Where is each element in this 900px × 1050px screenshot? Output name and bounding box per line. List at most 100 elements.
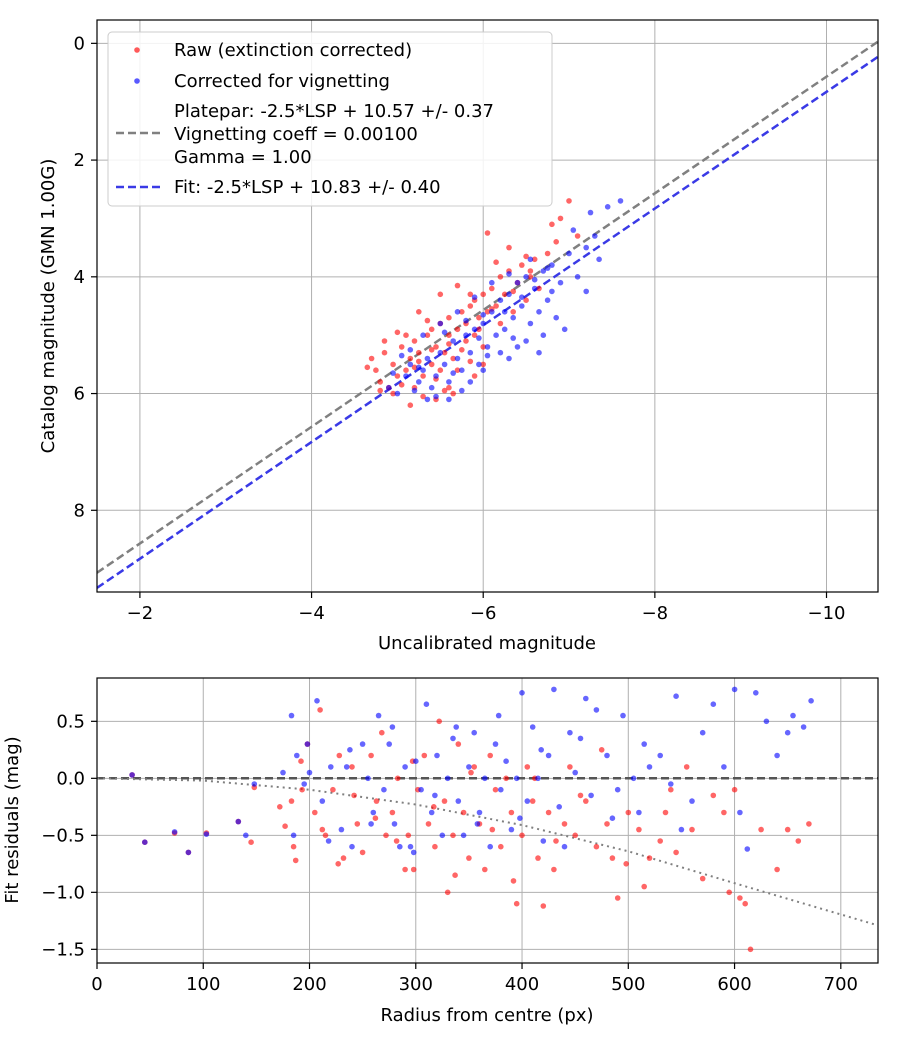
- top-point-corrected: [407, 361, 414, 368]
- bottom-xtick-label: 200: [292, 974, 326, 995]
- top-point-raw: [373, 367, 379, 374]
- top-point-corrected: [416, 379, 422, 385]
- legend-box: [107, 31, 553, 207]
- top-point-raw: [407, 355, 414, 362]
- bottom-point-corrected: [784, 729, 791, 736]
- top-xtick-label: −4: [298, 603, 325, 624]
- bottom-ylabel: Fit residuals (mag): [2, 736, 23, 903]
- top-point-corrected: [480, 320, 487, 327]
- bottom-point-corrected: [359, 741, 366, 747]
- top-point-corrected: [531, 276, 538, 283]
- bottom-point-raw: [641, 883, 647, 890]
- top-point-raw: [416, 309, 422, 315]
- top-point-corrected: [561, 326, 568, 333]
- top-point-raw: [441, 349, 448, 356]
- top-point-corrected: [574, 274, 581, 280]
- bottom-point-corrected: [657, 752, 663, 759]
- bottom-point-corrected: [402, 764, 408, 770]
- top-point-raw: [489, 285, 495, 292]
- top-point-raw: [497, 320, 504, 327]
- top-point-raw: [459, 347, 465, 353]
- bottom-point-raw: [452, 872, 458, 878]
- top-point-corrected: [467, 349, 474, 356]
- bottom-point-corrected: [482, 775, 488, 782]
- bottom-point-raw: [510, 878, 517, 884]
- top-point-raw: [416, 358, 422, 365]
- bottom-point-raw: [657, 838, 663, 844]
- top-point-raw: [501, 291, 508, 298]
- top-point-corrected: [527, 320, 534, 327]
- top-point-corrected: [437, 320, 444, 327]
- bottom-point-corrected: [609, 815, 616, 821]
- bottom-xtick-label: 400: [505, 974, 539, 995]
- legend-label-fit: Fit: -2.5*LSP + 10.83 +/- 0.40: [174, 177, 441, 198]
- bottom-point-raw: [784, 826, 791, 833]
- top-point-raw: [480, 344, 487, 350]
- top-point-raw: [566, 198, 572, 204]
- bottom-point-raw: [806, 821, 812, 827]
- bottom-point-corrected: [678, 826, 685, 833]
- top-point-raw: [467, 358, 474, 365]
- bottom-point-corrected: [444, 775, 451, 782]
- bottom-point-corrected: [620, 712, 626, 719]
- bottom-point-raw: [468, 769, 474, 776]
- bottom-point-raw: [282, 823, 288, 829]
- bottom-point-raw: [561, 821, 568, 827]
- bottom-point-corrected: [487, 843, 494, 850]
- top-point-raw: [476, 326, 482, 333]
- bottom-point-corrected: [689, 798, 695, 804]
- bottom-point-corrected: [593, 707, 600, 713]
- bottom-point-raw: [747, 946, 754, 953]
- top-xtick-label: −6: [470, 603, 497, 624]
- bottom-point-corrected: [641, 741, 647, 747]
- bottom-point-corrected: [538, 747, 544, 753]
- top-ylabel: Catalog magnitude (GMN 1.00G): [38, 159, 59, 454]
- top-point-corrected: [587, 209, 594, 216]
- top-point-corrected: [501, 309, 508, 315]
- bottom-point-corrected: [391, 821, 398, 827]
- top-point-raw: [437, 291, 444, 298]
- top-point-raw: [459, 309, 465, 315]
- bottom-point-corrected: [338, 826, 345, 833]
- top-point-raw: [557, 215, 564, 222]
- bottom-point-corrected: [495, 712, 502, 719]
- top-point-raw: [441, 387, 448, 394]
- top-point-corrected: [510, 335, 516, 341]
- bottom-point-corrected: [423, 701, 430, 707]
- bottom-point-corrected: [439, 832, 446, 839]
- top-point-corrected: [536, 349, 542, 356]
- bottom-grid: [96, 678, 878, 963]
- top-point-corrected: [386, 384, 392, 391]
- bottom-point-corrected: [280, 769, 286, 776]
- top-point-corrected: [407, 347, 414, 353]
- top-point-raw: [368, 355, 375, 362]
- top-fit-lines: [97, 40, 878, 589]
- bottom-point-raw: [330, 786, 336, 793]
- bottom-point-corrected: [545, 752, 552, 759]
- top-point-corrected: [523, 274, 529, 280]
- top-point-raw: [454, 326, 461, 333]
- top-point-corrected: [549, 262, 555, 268]
- top-point-corrected: [583, 288, 589, 295]
- top-point-raw: [437, 367, 444, 374]
- top-point-corrected: [476, 335, 482, 341]
- bottom-ytick-label: −0.5: [41, 825, 85, 846]
- top-point-raw: [416, 349, 422, 356]
- bottom-point-corrected: [288, 712, 295, 719]
- bottom-point-corrected: [386, 741, 393, 747]
- bottom-point-corrected: [328, 764, 334, 770]
- top-point-corrected: [523, 338, 529, 344]
- legend-marker-corrected: [134, 78, 140, 84]
- bottom-point-raw: [625, 809, 632, 816]
- bottom-point-corrected: [375, 712, 382, 719]
- bottom-point-raw: [508, 809, 515, 816]
- bottom-point-corrected: [790, 712, 796, 719]
- top-point-raw: [480, 291, 487, 298]
- bottom-point-corrected: [474, 821, 481, 827]
- bottom-point-corrected: [466, 764, 472, 770]
- bottom-point-corrected: [434, 752, 440, 759]
- top-point-raw: [381, 338, 388, 344]
- bottom-point-raw: [405, 832, 412, 839]
- top-point-raw: [428, 347, 435, 353]
